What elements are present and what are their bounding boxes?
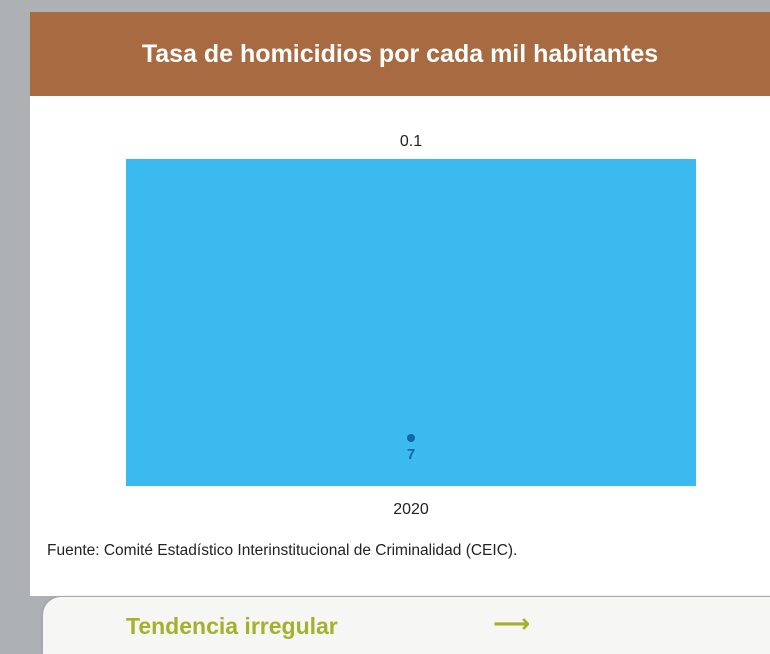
arrow-right-icon: ⟶ [493,609,531,639]
trend-label: Tendencia irregular [126,613,338,639]
bar-2020 [126,159,696,486]
card-title: Tasa de homicidios por cada mil habitant… [141,39,659,68]
marker-label: 7 [407,446,415,463]
x-tick-label: 2020 [393,501,429,518]
indicator-card: Tasa de homicidios por cada mil habitant… [30,12,770,596]
card-header: Tasa de homicidios por cada mil habitant… [30,12,770,96]
marker-dot-icon [407,434,415,442]
bar-chart: 0.1 2020 7 [126,133,696,518]
trend-button[interactable]: Tendencia irregular ⟶ [43,597,770,654]
data-label: 0.1 [400,133,422,150]
source-note: Fuente: Comité Estadístico Interinstituc… [47,542,518,559]
